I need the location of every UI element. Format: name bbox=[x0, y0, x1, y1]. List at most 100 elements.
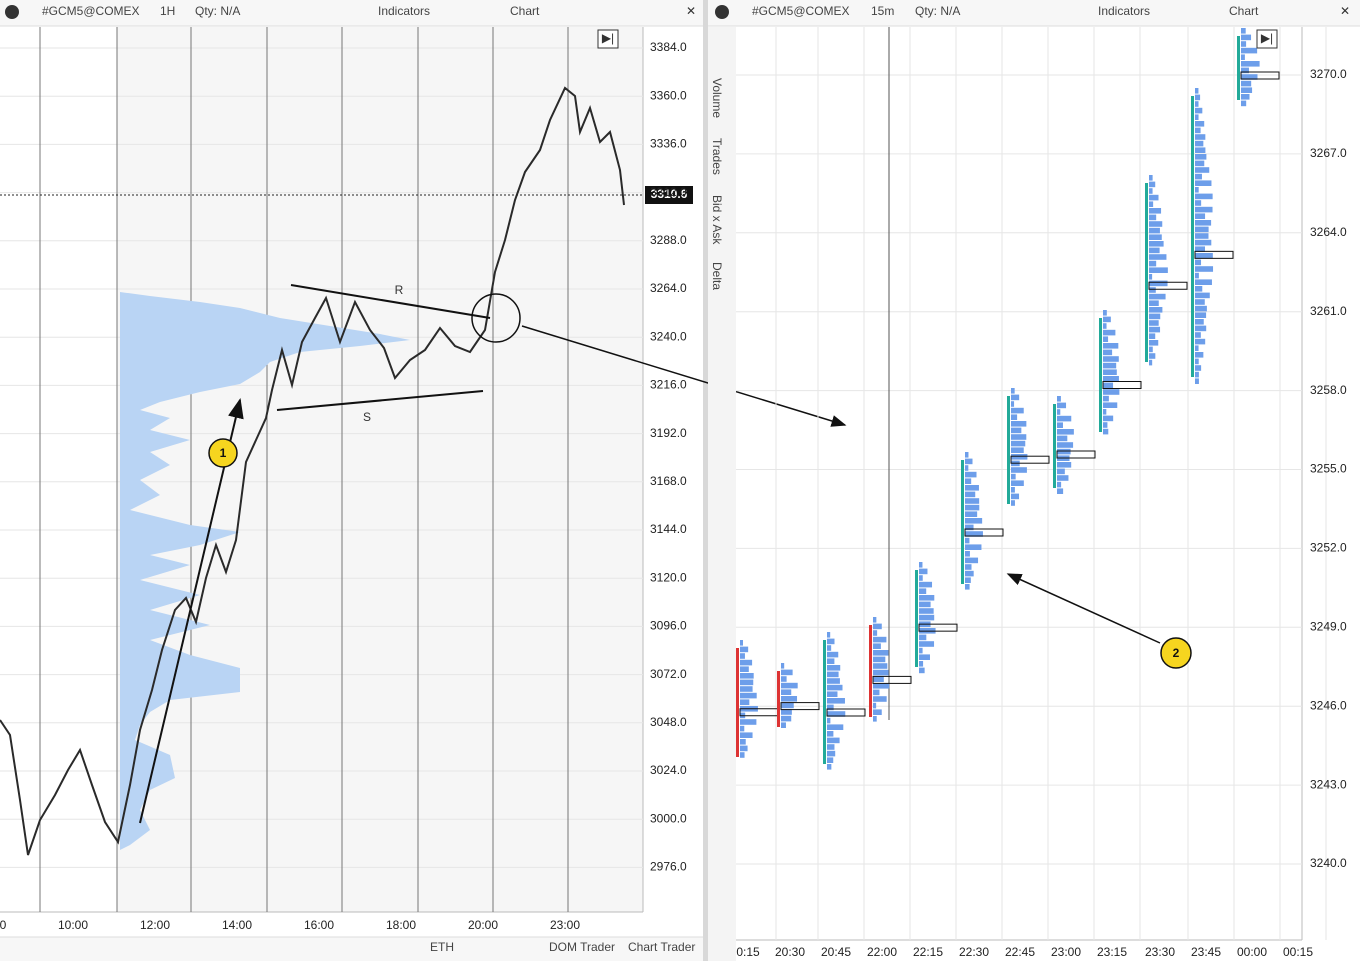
candle-body bbox=[961, 460, 964, 584]
indicators-button[interactable]: Indicators bbox=[378, 4, 430, 18]
volume-cell bbox=[965, 557, 979, 564]
volume-cell bbox=[919, 601, 931, 608]
volume-cell bbox=[1195, 154, 1207, 160]
volume-cell bbox=[1149, 208, 1162, 214]
qty[interactable]: Qty: N/A bbox=[195, 4, 240, 18]
price-tick-label: 2976.0 bbox=[650, 860, 687, 874]
time-tick-label: 10:00 bbox=[58, 918, 88, 932]
panel-tab[interactable]: Bid x Ask bbox=[710, 195, 724, 245]
volume-cell bbox=[1057, 435, 1068, 442]
poc-box bbox=[964, 528, 1004, 537]
volume-cell bbox=[1057, 475, 1069, 481]
volume-cell bbox=[873, 663, 888, 669]
volume-cell bbox=[1057, 468, 1065, 475]
volume-cell bbox=[1103, 316, 1111, 323]
volume-cell bbox=[919, 634, 927, 641]
volume-cell bbox=[827, 632, 831, 638]
volume-cell bbox=[1149, 326, 1161, 333]
volume-cell bbox=[1195, 121, 1205, 127]
current-price: 3310.6 bbox=[651, 187, 688, 201]
volume-cell bbox=[827, 671, 839, 678]
volume-cell bbox=[1103, 323, 1107, 329]
volume-cell bbox=[919, 608, 934, 614]
volume-cell bbox=[1195, 371, 1199, 378]
price-tick-label: 3048.0 bbox=[650, 715, 687, 729]
volume-cell bbox=[827, 711, 846, 717]
poc-box bbox=[1056, 450, 1096, 459]
close-button[interactable]: ✕ bbox=[686, 4, 696, 18]
candle-body bbox=[1145, 183, 1148, 362]
chart-trader-button[interactable]: Chart Trader bbox=[628, 940, 695, 954]
volume-cell bbox=[1195, 160, 1205, 167]
volume-cell bbox=[965, 518, 983, 524]
chart-button[interactable]: Chart bbox=[510, 4, 540, 18]
dom-trader-button[interactable]: DOM Trader bbox=[549, 940, 615, 954]
volume-cell bbox=[1149, 340, 1159, 346]
symbol[interactable]: #GCM5@COMEX bbox=[42, 4, 140, 18]
candle-body bbox=[1237, 36, 1240, 100]
volume-cell bbox=[965, 504, 980, 511]
price-tick-label: 3144.0 bbox=[650, 522, 687, 536]
volume-cell bbox=[1195, 233, 1209, 239]
poc-box bbox=[826, 708, 866, 717]
candle-body bbox=[1099, 318, 1102, 432]
volume-cell bbox=[781, 682, 798, 689]
price-tick-label: 3258.0 bbox=[1310, 383, 1347, 397]
volume-cell bbox=[1149, 307, 1163, 313]
panel-tab[interactable]: Trades bbox=[710, 138, 724, 175]
volume-cell bbox=[919, 575, 923, 581]
volume-cell bbox=[1149, 247, 1160, 254]
close-button[interactable]: ✕ bbox=[1340, 4, 1350, 18]
volume-cell bbox=[965, 478, 972, 484]
poc-box bbox=[1010, 455, 1050, 464]
volume-cell bbox=[1103, 369, 1117, 375]
volume-cell bbox=[1195, 127, 1201, 134]
volume-cell bbox=[873, 669, 889, 676]
time-tick-label: 00:15 bbox=[1283, 945, 1313, 959]
volume-cell bbox=[781, 715, 792, 722]
volume-cell bbox=[1195, 292, 1210, 299]
volume-cell bbox=[1149, 234, 1162, 240]
interval[interactable]: 15m bbox=[871, 4, 894, 18]
volume-profile bbox=[120, 292, 410, 850]
symbol[interactable]: #GCM5@COMEX bbox=[752, 4, 850, 18]
candle-body bbox=[1053, 404, 1056, 488]
volume-cell bbox=[1195, 345, 1199, 351]
support-label: S bbox=[363, 410, 371, 424]
volume-cell bbox=[1241, 47, 1258, 54]
indicators-button[interactable]: Indicators bbox=[1098, 4, 1150, 18]
volume-cell bbox=[1149, 181, 1156, 188]
session-bg bbox=[117, 27, 643, 912]
panel-tab[interactable]: Delta bbox=[710, 262, 724, 290]
panel-tab[interactable]: Volume bbox=[710, 78, 724, 118]
price-tick-label: 3288.0 bbox=[650, 233, 687, 247]
volume-cell bbox=[873, 689, 880, 696]
chart-button[interactable]: Chart bbox=[1229, 4, 1259, 18]
poc-box bbox=[1102, 381, 1142, 389]
qty[interactable]: Qty: N/A bbox=[915, 4, 960, 18]
volume-cell bbox=[1011, 493, 1020, 500]
volume-cell bbox=[781, 722, 786, 728]
volume-cell bbox=[919, 661, 924, 667]
volume-cell bbox=[919, 581, 933, 588]
volume-cell bbox=[919, 568, 928, 575]
volume-cell bbox=[1057, 481, 1062, 488]
volume-cell bbox=[873, 630, 878, 636]
volume-cell bbox=[781, 689, 792, 695]
price-tick-label: 3264.0 bbox=[1310, 225, 1347, 239]
volume-cell bbox=[1195, 352, 1204, 358]
volume-cell bbox=[1195, 134, 1206, 140]
volume-cell bbox=[1103, 349, 1113, 356]
poc-box bbox=[1194, 250, 1234, 259]
interval[interactable]: 1H bbox=[160, 4, 175, 18]
price-tick-label: 3168.0 bbox=[650, 474, 687, 488]
volume-cell bbox=[965, 511, 978, 517]
volume-cell bbox=[1149, 353, 1156, 359]
session-selector[interactable]: ETH bbox=[430, 940, 454, 954]
volume-cell bbox=[740, 745, 748, 752]
poc-box bbox=[1240, 71, 1280, 80]
volume-cell bbox=[1195, 358, 1199, 365]
poc-box bbox=[872, 675, 912, 684]
candle-body bbox=[869, 625, 872, 717]
volume-cell bbox=[965, 465, 969, 471]
